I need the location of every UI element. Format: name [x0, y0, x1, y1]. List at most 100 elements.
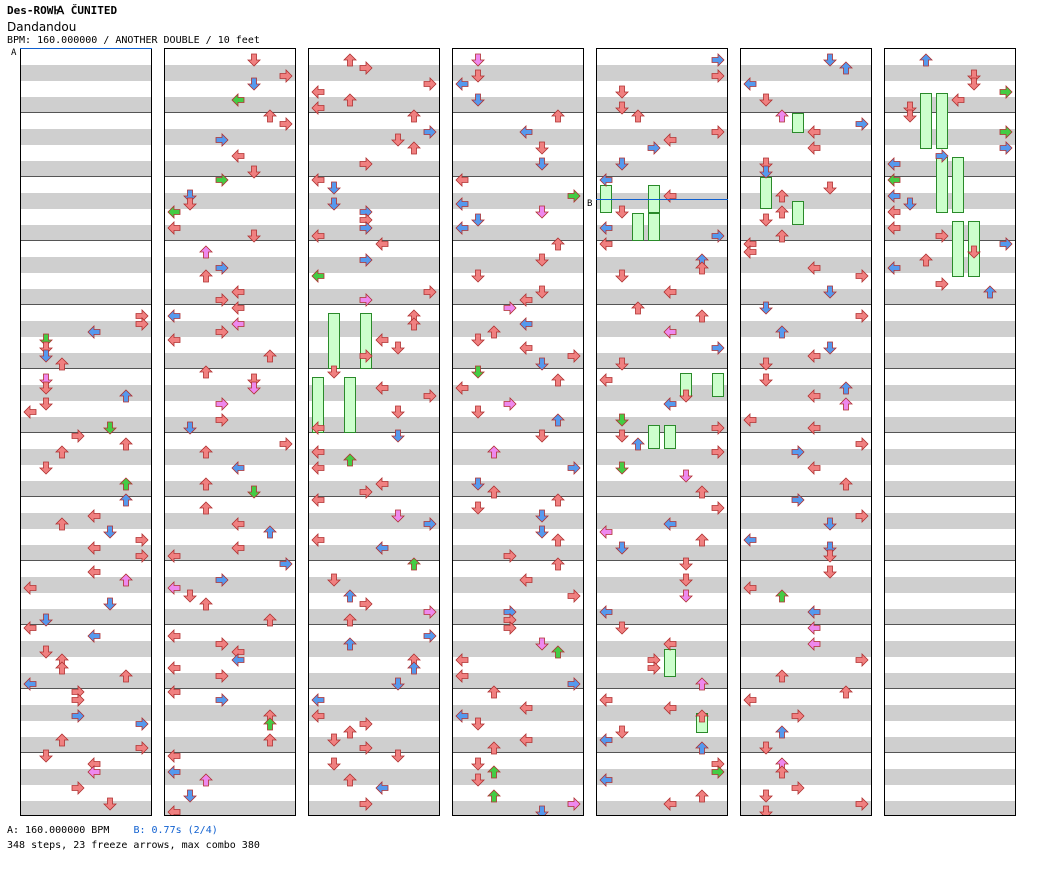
step-arrow-left-icon — [167, 749, 181, 763]
measure-line — [597, 496, 727, 497]
step-arrow-left-icon — [231, 285, 245, 299]
step-arrow-down-icon — [103, 421, 117, 435]
step-arrow-right-icon — [855, 509, 869, 523]
measure-line — [453, 752, 583, 753]
marker-b: B — [587, 199, 593, 209]
beat-stripe — [885, 193, 1015, 209]
step-arrow-right-icon — [855, 653, 869, 667]
step-arrow-up-icon — [487, 685, 501, 699]
step-arrow-left-icon — [375, 381, 389, 395]
beat-stripe — [453, 257, 583, 273]
step-arrow-left-icon — [807, 349, 821, 363]
step-arrow-up-icon — [263, 349, 277, 363]
step-arrow-right-icon — [711, 421, 725, 435]
step-arrow-down-icon — [535, 205, 549, 219]
step-arrow-up-icon — [839, 381, 853, 395]
step-arrow-left-icon — [599, 525, 613, 539]
beat-stripe — [309, 353, 439, 369]
measure-line — [885, 432, 1015, 433]
step-arrow-right-icon — [935, 277, 949, 291]
measure-line — [21, 560, 151, 561]
step-arrow-down-icon — [39, 613, 53, 627]
freeze-arrow — [792, 113, 804, 133]
step-arrow-down-icon — [39, 645, 53, 659]
beat-stripe — [885, 545, 1015, 561]
step-arrow-down-icon — [247, 485, 261, 499]
step-arrow-left-icon — [663, 637, 677, 651]
beat-stripe — [597, 513, 727, 529]
step-arrow-left-icon — [87, 325, 101, 339]
beat-stripe — [741, 609, 871, 625]
measure-line — [885, 688, 1015, 689]
step-arrow-down-icon — [391, 341, 405, 355]
step-arrow-up-icon — [199, 365, 213, 379]
beat-stripe — [453, 513, 583, 529]
step-arrow-up-icon — [983, 285, 997, 299]
measure-line — [597, 112, 727, 113]
beat-stripe — [885, 609, 1015, 625]
step-arrow-down-icon — [327, 365, 341, 379]
beat-stripe — [21, 257, 151, 273]
step-arrow-down-icon — [759, 213, 773, 227]
beat-stripe — [885, 321, 1015, 337]
step-arrow-left-icon — [887, 261, 901, 275]
step-arrow-left-icon — [87, 765, 101, 779]
beat-stripe — [165, 161, 295, 177]
step-arrow-left-icon — [455, 77, 469, 91]
measure-line — [165, 240, 295, 241]
measure-line — [165, 112, 295, 113]
step-arrow-right-icon — [359, 717, 373, 731]
measure-line — [165, 688, 295, 689]
beat-stripe — [453, 417, 583, 433]
step-arrow-right-icon — [359, 61, 373, 75]
step-arrow-up-icon — [919, 53, 933, 67]
step-arrow-up-icon — [119, 389, 133, 403]
step-arrow-left-icon — [375, 333, 389, 347]
beat-stripe — [597, 641, 727, 657]
step-arrow-right-icon — [279, 117, 293, 131]
beat-stripe — [597, 385, 727, 401]
step-arrow-down-icon — [679, 389, 693, 403]
step-arrow-down-icon — [679, 573, 693, 587]
step-arrow-left-icon — [167, 309, 181, 323]
beat-stripe — [21, 481, 151, 497]
step-arrow-up-icon — [839, 685, 853, 699]
beat-stripe — [165, 65, 295, 81]
step-arrow-right-icon — [135, 741, 149, 755]
step-arrow-right-icon — [791, 445, 805, 459]
beat-stripe — [741, 545, 871, 561]
step-arrow-up-icon — [199, 245, 213, 259]
step-arrow-right-icon — [215, 413, 229, 427]
step-arrow-up-icon — [199, 597, 213, 611]
step-arrow-left-icon — [167, 685, 181, 699]
measure-line — [885, 368, 1015, 369]
step-arrow-down-icon — [615, 205, 629, 219]
measure-line — [21, 368, 151, 369]
step-arrow-up-icon — [695, 533, 709, 547]
step-arrow-left-icon — [231, 93, 245, 107]
step-arrow-down-icon — [391, 133, 405, 147]
step-arrow-left-icon — [23, 621, 37, 635]
step-arrow-down-icon — [103, 525, 117, 539]
beat-stripe — [309, 129, 439, 145]
step-arrow-down-icon — [247, 165, 261, 179]
step-arrow-left-icon — [231, 541, 245, 555]
step-arrow-down-icon — [247, 381, 261, 395]
freeze-arrow — [920, 93, 932, 149]
beat-stripe — [597, 609, 727, 625]
step-arrow-right-icon — [215, 693, 229, 707]
measure-line — [21, 176, 151, 177]
step-arrow-down-icon — [103, 597, 117, 611]
step-arrow-right-icon — [503, 397, 517, 411]
step-arrow-up-icon — [263, 613, 277, 627]
step-arrow-right-icon — [999, 85, 1013, 99]
step-arrow-up-icon — [695, 261, 709, 275]
step-arrow-down-icon — [823, 549, 837, 563]
beat-stripe — [165, 353, 295, 369]
beat-stripe — [453, 673, 583, 689]
step-arrow-down-icon — [471, 501, 485, 515]
step-arrow-down-icon — [183, 197, 197, 211]
freeze-arrow — [712, 373, 724, 397]
step-arrow-right-icon — [567, 349, 581, 363]
step-arrow-left-icon — [519, 293, 533, 307]
